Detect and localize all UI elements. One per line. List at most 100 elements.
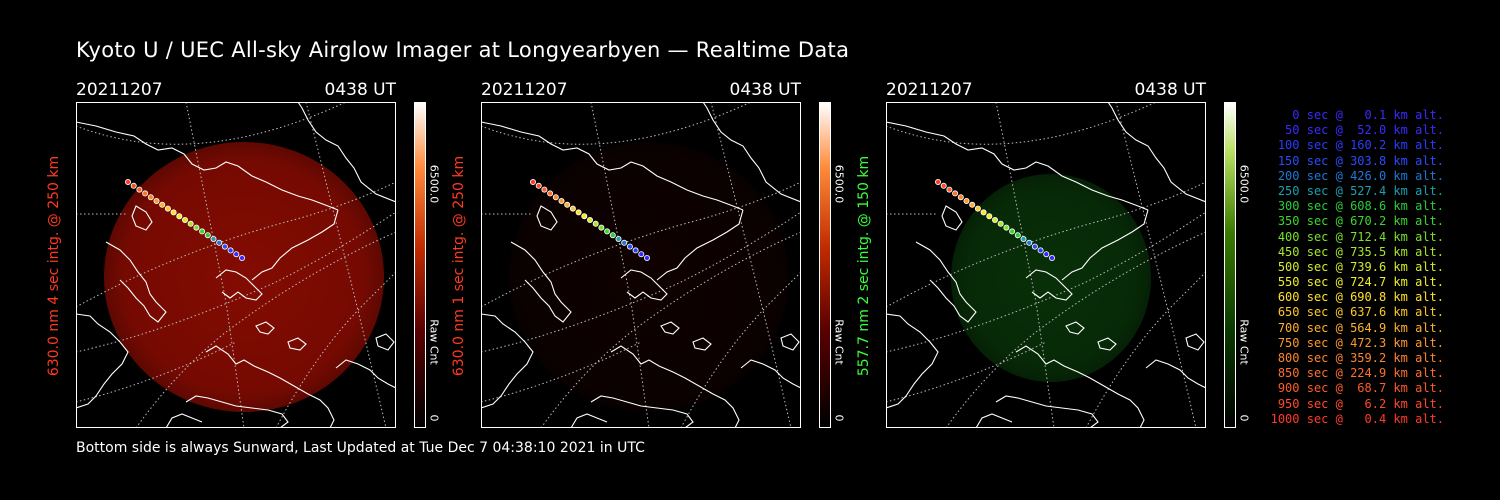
trajectory-point — [187, 220, 194, 227]
trajectory-point — [204, 232, 211, 239]
trajectory-point — [238, 254, 245, 261]
panel-time: 0438 UT — [1134, 80, 1207, 100]
panel-time: 0438 UT — [324, 80, 397, 100]
coastline — [1097, 337, 1117, 351]
coastline — [590, 395, 694, 428]
trajectory-point — [980, 209, 987, 216]
legend-row: 850 sec @ 224.9 km alt. — [1277, 366, 1444, 381]
legend-row: 400 sec @ 712.4 km alt. — [1277, 229, 1444, 244]
coastline — [481, 313, 534, 409]
lat-lon-grid-line — [1085, 271, 1206, 428]
trajectory-point — [1009, 228, 1016, 235]
lat-lon-grid-line — [275, 271, 396, 428]
trajectory-point — [153, 198, 160, 205]
coastline — [1015, 345, 1145, 428]
trajectory-point — [1014, 232, 1021, 239]
trajectory-point — [992, 217, 999, 224]
coastline — [886, 313, 939, 409]
coastline — [975, 413, 1013, 428]
colorbar-max: 6500.0 — [1237, 164, 1251, 204]
lat-lon-grid-line — [481, 181, 801, 308]
colorbar-min: 0 — [1237, 414, 1251, 422]
coastline — [702, 102, 801, 203]
trajectory-point — [935, 179, 942, 186]
coastline — [1025, 269, 1073, 301]
coastline — [510, 241, 572, 323]
trajectory-point — [1003, 224, 1010, 231]
coastline — [215, 269, 263, 301]
coastline — [1185, 333, 1205, 351]
coastline — [780, 333, 800, 351]
trajectory-point — [233, 251, 240, 258]
trajectory-point — [604, 228, 611, 235]
colorbar-unit: Raw Cnt — [427, 319, 441, 365]
allsky-map — [886, 102, 1206, 428]
coastline — [1065, 321, 1085, 335]
trajectory-point — [1037, 247, 1044, 254]
panel-wavelength-label: 630.0 nm 4 sec intg. @ 250 km — [46, 155, 62, 377]
legend-row: 650 sec @ 637.6 km alt. — [1277, 305, 1444, 320]
trajectory-point — [210, 235, 217, 242]
trajectory-point — [216, 239, 223, 246]
coastline — [886, 121, 1149, 211]
coastline — [740, 359, 801, 389]
trajectory-point — [547, 190, 554, 197]
coastline — [375, 333, 395, 351]
panel-date: 20211207 — [481, 80, 568, 100]
coastline — [1107, 102, 1206, 203]
coastline — [481, 121, 744, 211]
coastline — [251, 209, 339, 281]
legend-row: 500 sec @ 739.6 km alt. — [1277, 259, 1444, 274]
panel-630nm-1sec: 20211207 0438 UT 630.0 nm 1 sec intg. @ … — [451, 80, 846, 430]
trajectory-point — [986, 213, 993, 220]
lat-lon-grid-line — [710, 102, 792, 428]
coastline — [941, 205, 963, 231]
panel-557nm-2sec: 20211207 0438 UT 557.7 nm 2 sec intg. @ … — [856, 80, 1251, 430]
colorbar — [1224, 102, 1236, 428]
legend-row: 450 sec @ 735.5 km alt. — [1277, 244, 1444, 259]
trajectory-point — [621, 239, 628, 246]
trajectory-point — [969, 201, 976, 208]
lat-lon-grid-line — [481, 102, 752, 145]
map-svg — [76, 102, 396, 428]
legend-row: 900 sec @ 68.7 km alt. — [1277, 381, 1444, 396]
legend-row: 250 sec @ 527.4 km alt. — [1277, 183, 1444, 198]
coastline — [205, 345, 335, 428]
coastline — [692, 337, 712, 351]
colorbar — [414, 102, 426, 428]
panel-date: 20211207 — [76, 80, 163, 100]
trajectory-point — [643, 254, 650, 261]
trajectory-point — [125, 179, 132, 186]
panel-date: 20211207 — [886, 80, 973, 100]
trajectory-point — [164, 205, 171, 212]
lat-lon-grid-line — [76, 181, 396, 308]
trajectory-point — [564, 201, 571, 208]
trajectory-point — [199, 228, 206, 235]
lat-lon-grid-line — [1115, 102, 1197, 428]
coastline — [620, 269, 668, 301]
trajectory-legend: 0 sec @ 0.1 km alt. 50 sec @ 52.0 km alt.… — [1262, 108, 1444, 427]
coastline — [76, 121, 339, 211]
trajectory-point — [940, 182, 947, 189]
trajectory-point — [147, 194, 154, 201]
coastline — [185, 395, 289, 428]
legend-row: 50 sec @ 52.0 km alt. — [1285, 123, 1444, 138]
coastline — [287, 337, 307, 351]
map-border — [886, 102, 1206, 428]
page-title: Kyoto U / UEC All-sky Airglow Imager at … — [76, 38, 850, 62]
lat-lon-grid-line — [886, 181, 1206, 308]
trajectory-point — [227, 247, 234, 254]
coastline — [610, 345, 740, 428]
trajectory-point — [193, 224, 200, 231]
trajectory-point — [1048, 254, 1055, 261]
legend-row: 150 sec @ 303.8 km alt. — [1277, 153, 1444, 168]
allsky-map — [481, 102, 801, 428]
trajectory-point — [569, 205, 576, 212]
map-svg — [481, 102, 801, 428]
trajectory-point — [632, 247, 639, 254]
lat-lon-grid-line — [481, 211, 801, 353]
colorbar-max: 6500.0 — [427, 164, 441, 204]
airglow-image — [951, 174, 1151, 382]
coastline — [915, 241, 977, 323]
coastline — [76, 313, 129, 409]
